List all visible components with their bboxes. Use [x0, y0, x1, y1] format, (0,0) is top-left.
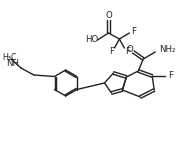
Text: F: F — [109, 47, 114, 57]
Text: F: F — [125, 47, 130, 57]
Text: HO: HO — [85, 35, 98, 44]
Text: NH₂: NH₂ — [159, 46, 176, 55]
Text: O: O — [105, 11, 112, 20]
Text: NH: NH — [6, 58, 19, 67]
Text: O: O — [127, 44, 134, 53]
Text: F: F — [131, 27, 136, 36]
Text: F: F — [168, 71, 173, 80]
Text: H₃C: H₃C — [2, 53, 16, 62]
